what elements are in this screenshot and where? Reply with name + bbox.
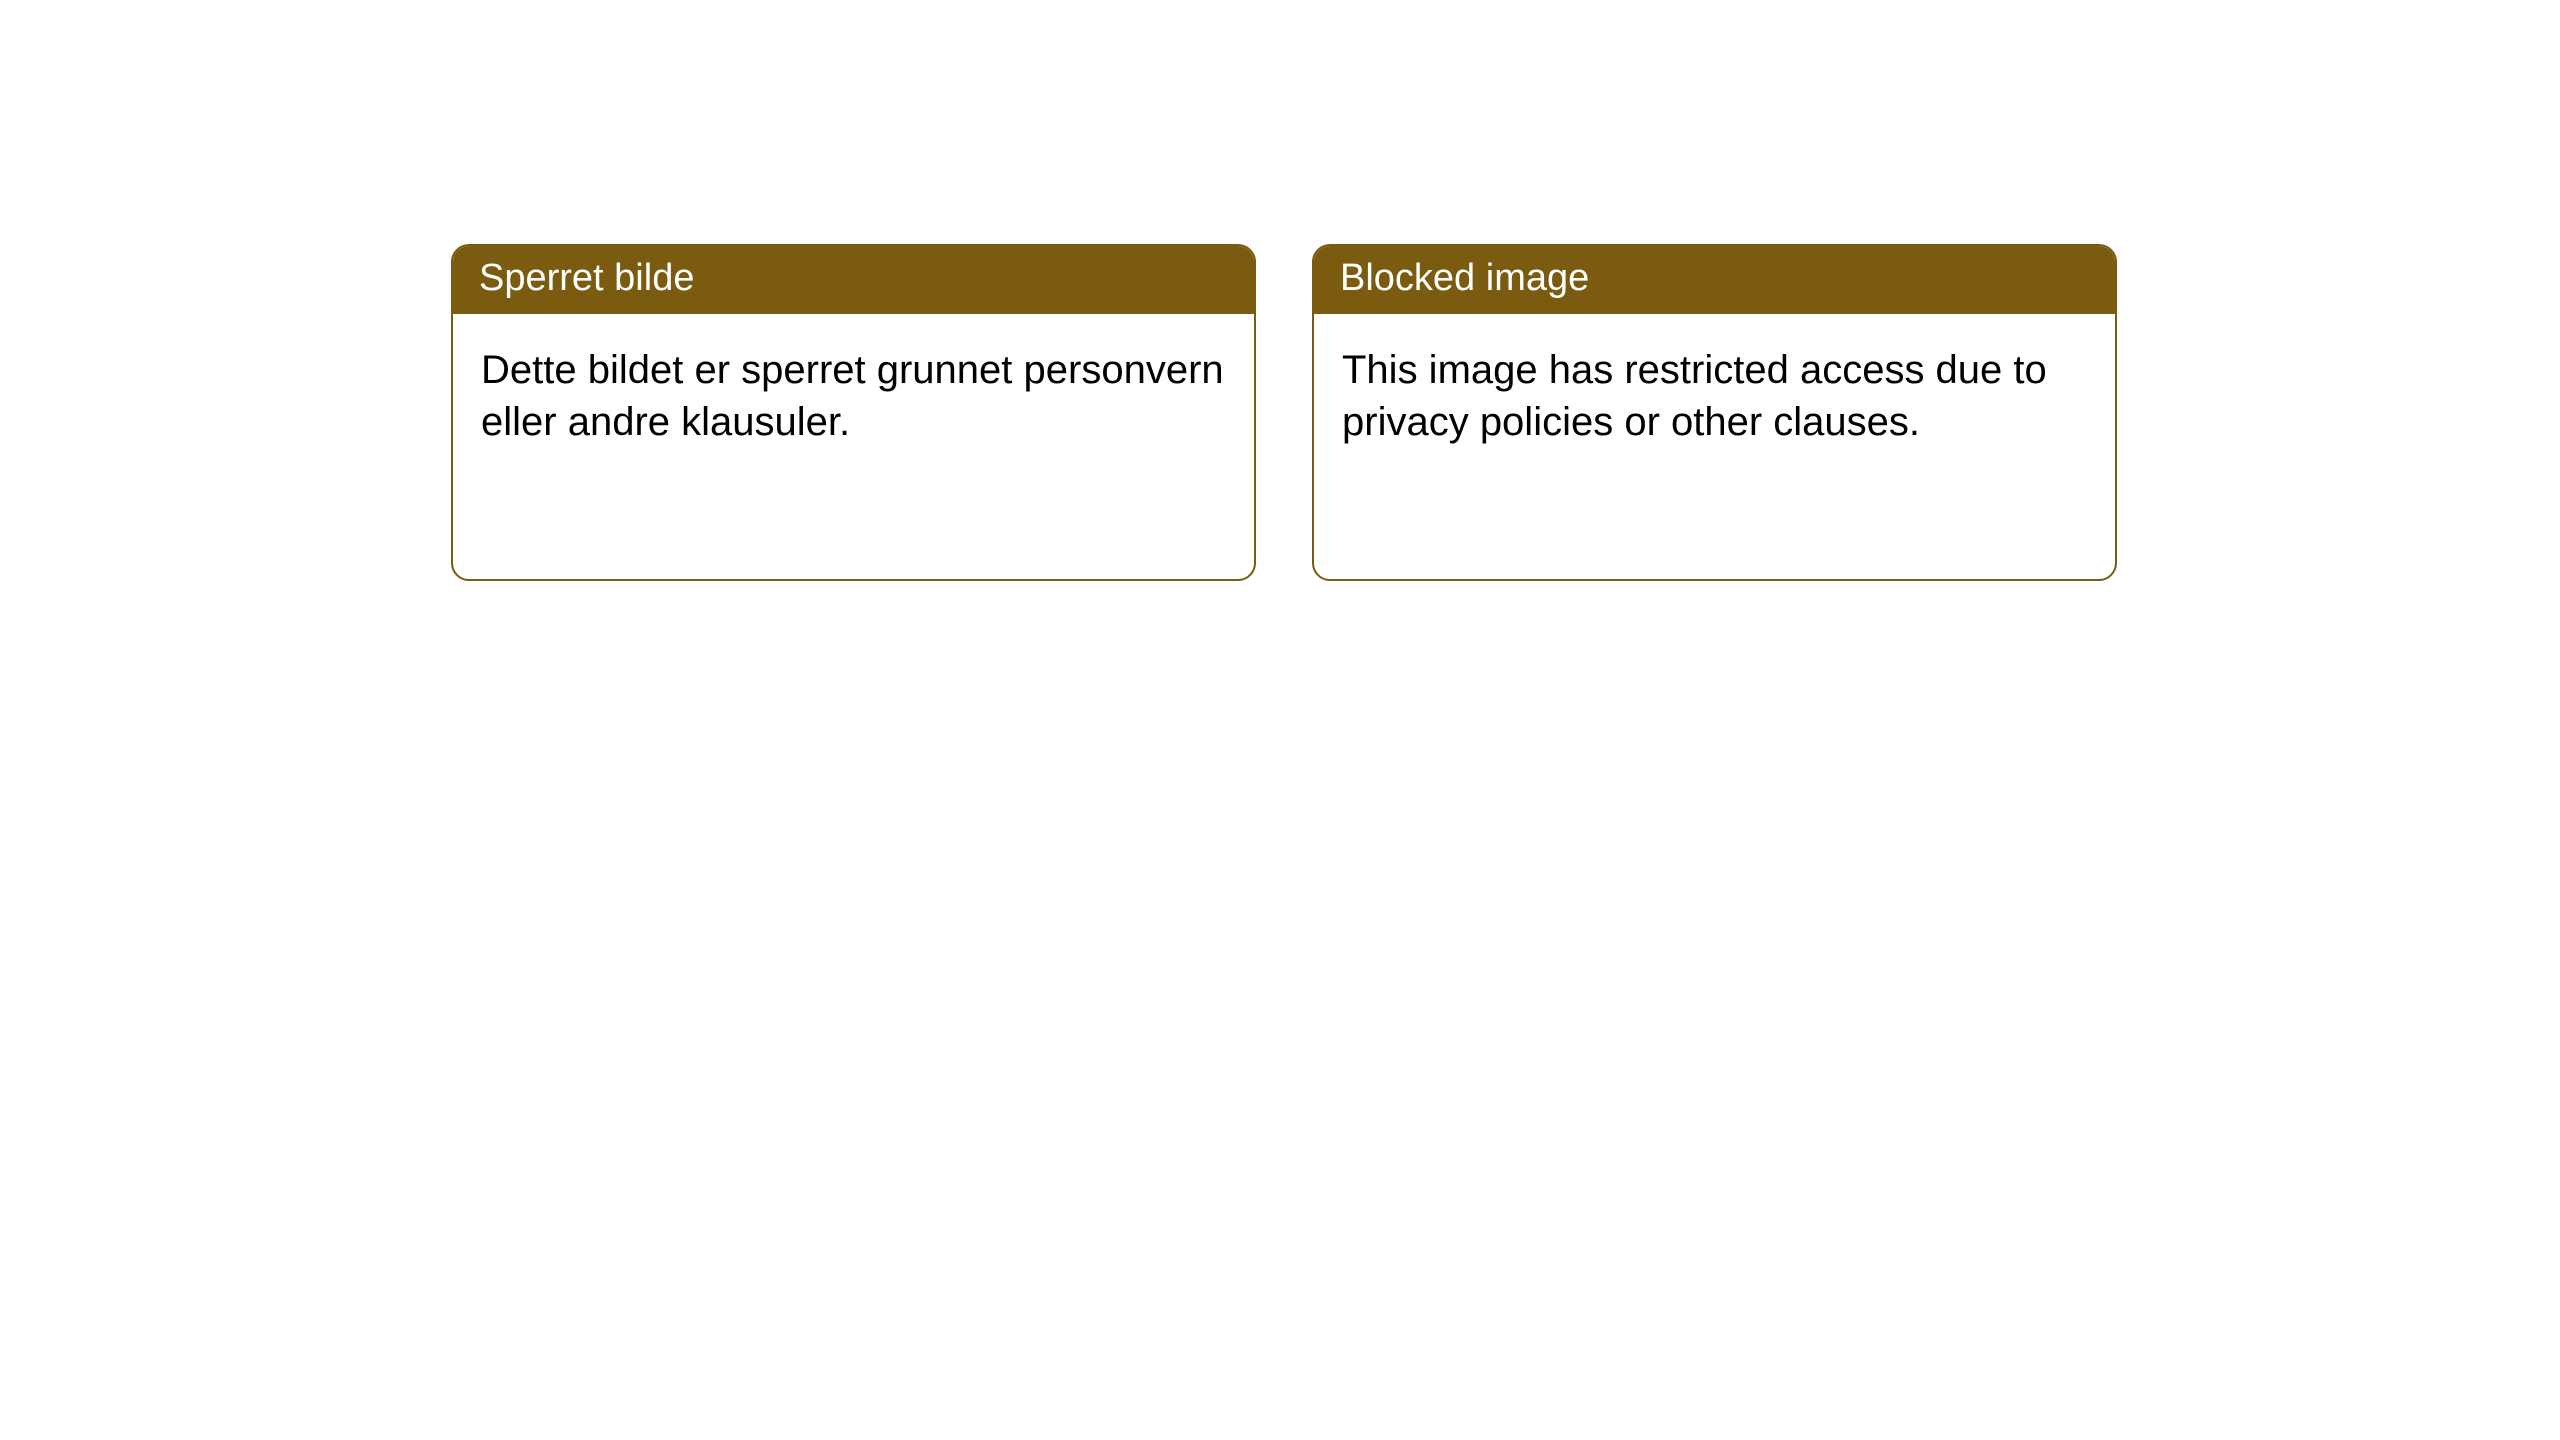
card-header: Sperret bilde (453, 246, 1254, 314)
card-body: This image has restricted access due to … (1314, 314, 2115, 478)
notice-cards-container: Sperret bilde Dette bildet er sperret gr… (0, 0, 2560, 581)
card-title: Blocked image (1340, 257, 1589, 299)
card-title: Sperret bilde (479, 257, 694, 299)
card-body-text: Dette bildet er sperret grunnet personve… (481, 348, 1224, 444)
card-body-text: This image has restricted access due to … (1342, 348, 2047, 444)
notice-card-english: Blocked image This image has restricted … (1312, 244, 2117, 581)
notice-card-norwegian: Sperret bilde Dette bildet er sperret gr… (451, 244, 1256, 581)
card-header: Blocked image (1314, 246, 2115, 314)
card-body: Dette bildet er sperret grunnet personve… (453, 314, 1254, 478)
